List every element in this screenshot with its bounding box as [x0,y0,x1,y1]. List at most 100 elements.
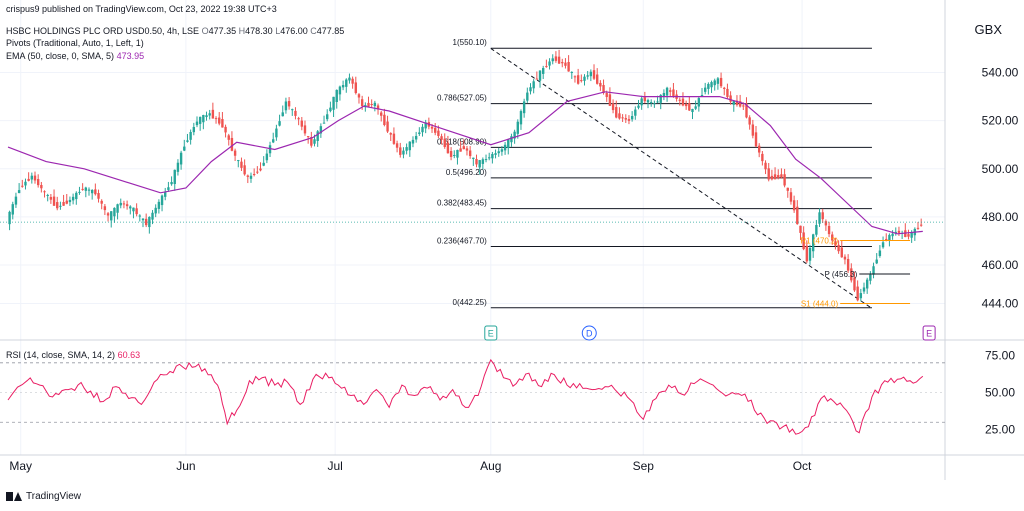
candle-body-122 [395,143,399,148]
rsi-line[interactable] [7,358,924,435]
candle-body-247 [792,200,796,211]
candle-body-66 [218,117,221,124]
ema-legend[interactable]: EMA (50, close, 0, SMA, 5) 473.95 [6,51,144,61]
candle-body-59 [195,121,199,126]
candle-body-135 [437,130,440,136]
candle-body-262 [840,247,843,258]
candle-body-239 [767,168,770,180]
candle-body-252 [808,247,812,261]
earnings-marker-2[interactable] [922,325,936,341]
symbol-legend[interactable]: HSBC HOLDINGS PLC ORD USD0.50, 4h, LSE O… [6,26,344,36]
candle-body-243 [780,174,783,178]
dividend-marker-1[interactable] [581,325,597,341]
candle-body-185 [595,74,599,84]
candle-body-214 [688,103,691,111]
candle-body-164 [529,87,532,92]
symbol-name: HSBC HOLDINGS PLC ORD USD0.50, 4h, LSE [6,26,200,36]
candle-body-264 [846,258,850,271]
candle-body-74 [243,165,246,175]
candle-body-108 [351,78,354,84]
candle-body-57 [189,132,192,140]
candle-body-266 [853,277,856,291]
candle-body-211 [678,99,681,101]
candle-body-30 [103,206,107,211]
candle-body-26 [90,189,94,194]
candle-body-230 [738,101,742,107]
price-tick-label-5: 540.00 [982,66,1019,80]
candle-body-125 [405,147,408,151]
candle-body-177 [570,71,573,73]
candle-body-226 [726,88,729,97]
candle-body-271 [869,274,872,281]
candle-body-98 [319,126,323,134]
candle-body-269 [862,287,866,292]
time-axis-label-3: Aug [480,459,501,473]
footer-brand[interactable]: TradingView [6,491,81,502]
candle-body-139 [449,151,453,157]
candle-body-10 [40,185,43,189]
candle-body-107 [348,77,351,81]
candle-body-250 [802,232,805,250]
candle-body-201 [646,100,650,103]
candle-body-206 [662,92,666,97]
candle-body-207 [665,87,669,96]
candle-body-81 [265,153,269,161]
candle-body-52 [173,169,176,185]
candle-body-137 [443,138,446,147]
candle-body-183 [589,71,593,77]
pivots-legend[interactable]: Pivots (Traditional, Auto, 1, Left, 1) [6,38,144,48]
candle-body-175 [564,62,567,66]
ema-line[interactable] [7,91,923,235]
candle-body-152 [491,153,494,159]
candle-body-213 [684,103,688,107]
candle-body-115 [373,102,377,107]
candle-body-121 [392,133,396,144]
candle-body-114 [370,103,373,106]
tradingview-logo-icon [6,492,22,501]
candle-body-31 [106,213,110,216]
candle-body-34 [116,204,119,213]
candle-body-154 [497,151,500,154]
candle-body-244 [783,174,786,186]
candle-body-228 [732,100,735,105]
candle-body-12 [46,194,49,196]
candle-body-50 [167,187,170,190]
candle-body-181 [583,76,586,81]
candle-body-197 [634,109,637,116]
candle-body-169 [545,66,548,68]
candle-body-62 [205,115,208,118]
rsi-value: 60.63 [117,350,141,360]
candle-body-278 [891,233,894,237]
candle-body-18 [65,200,68,204]
candle-body-75 [246,175,250,177]
candle-body-286 [916,227,920,229]
candle-body-259 [831,234,834,241]
candle-body-161 [519,111,523,125]
candle-body-273 [875,259,878,264]
price-tick-label-2: 480.00 [982,210,1019,224]
candle-body-260 [834,241,837,246]
candle-body-92 [300,120,304,127]
candle-body-254 [815,225,818,235]
candle-body-41 [138,215,142,217]
candle-body-182 [586,75,589,77]
candle-body-221 [710,82,713,88]
candle-body-205 [659,94,662,103]
earnings-marker-0[interactable] [484,325,498,341]
candle-body-44 [148,216,151,228]
candle-body-23 [81,188,84,190]
candle-body-109 [354,82,358,94]
candle-body-148 [478,160,481,168]
rsi-legend[interactable]: RSI (14, close, SMA, 14, 2) 60.63 [6,350,140,360]
candle-body-235 [754,132,758,147]
candle-body-89 [291,109,294,111]
candle-body-232 [745,103,748,118]
candle-body-128 [414,135,418,140]
candle-body-261 [837,244,840,252]
candle-body-246 [789,192,793,202]
candle-body-180 [580,80,583,82]
candle-body-63 [208,113,211,116]
candle-body-113 [367,102,370,107]
low-label: L [275,26,281,36]
